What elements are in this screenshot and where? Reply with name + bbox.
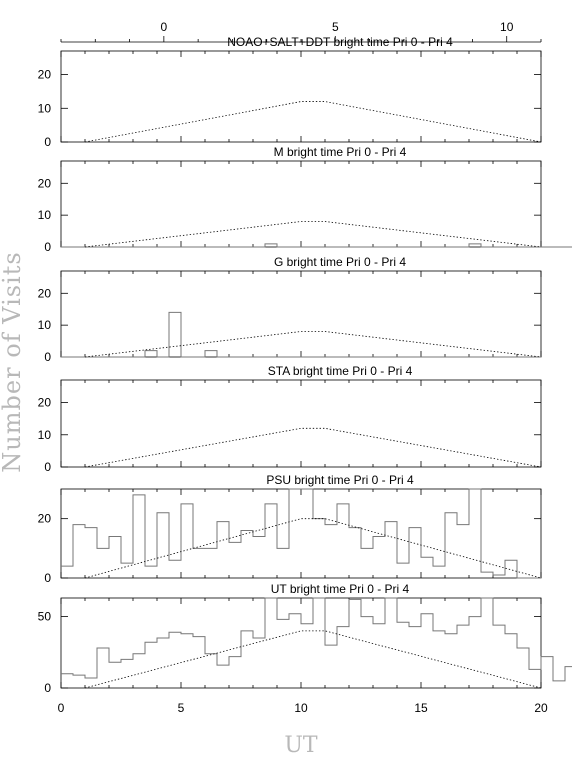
x-axis-title: UT <box>284 733 318 758</box>
y-axis-title: Number of Visits <box>0 251 26 472</box>
bottom-tick-label: 15 <box>414 701 428 715</box>
top-tick-label: 5 <box>332 20 339 34</box>
y-tick-label: 10 <box>38 428 52 442</box>
panel-5: PSU bright time Pri 0 - Pri 4 0 20 <box>38 473 542 585</box>
model-curve <box>84 518 542 579</box>
panel-frame <box>60 270 542 358</box>
model-curve <box>84 630 542 689</box>
histogram-series <box>61 243 572 248</box>
panel-title: STA bright time Pri 0 - Pri 4 <box>268 364 413 378</box>
panel-2: M bright time Pri 0 - Pri 4 0 10 20 <box>38 145 572 254</box>
panel-title: UT bright time Pri 0 - Pri 4 <box>271 582 410 596</box>
model-curve <box>84 101 542 143</box>
panel-frame <box>60 379 542 468</box>
y-tick-label: 20 <box>38 512 52 526</box>
panel-1: NOAO+SALT+DDT bright time Pri 0 - Pri 4 0… <box>38 35 542 149</box>
y-tick-label: 10 <box>38 318 52 332</box>
panel-4: STA bright time Pri 0 - Pri 4 0 10 20 <box>38 364 542 474</box>
histogram-series <box>61 311 541 358</box>
panel-title: M bright time Pri 0 - Pri 4 <box>274 145 407 159</box>
model-curve <box>84 221 542 248</box>
y-tick-label: 20 <box>38 286 52 300</box>
y-tick-label: 0 <box>44 350 51 364</box>
y-tick-label: 0 <box>44 571 51 585</box>
top-tick-label: 10 <box>500 20 514 34</box>
y-tick-label: 20 <box>38 396 52 410</box>
y-tick-label: 20 <box>38 68 52 82</box>
y-tick-label: 10 <box>38 208 52 222</box>
model-curve <box>84 427 542 468</box>
panels: NOAO+SALT+DDT bright time Pri 0 - Pri 4 0… <box>38 35 572 695</box>
panel-title: G bright time Pri 0 - Pri 4 <box>274 255 406 269</box>
bottom-axis: 0 5 10 15 20 <box>58 701 548 715</box>
bottom-tick-label: 5 <box>178 701 185 715</box>
panel-3: G bright time Pri 0 - Pri 4 0 10 20 <box>38 255 542 364</box>
panel-6: UT bright time Pri 0 - Pri 4 0 50 <box>38 582 572 695</box>
model-curve <box>84 331 542 358</box>
panel-frame <box>60 597 542 689</box>
histogram-series <box>61 597 572 682</box>
bottom-tick-label: 10 <box>294 701 308 715</box>
top-axis: 0 5 10 <box>60 20 542 43</box>
histogram-series <box>61 488 541 579</box>
top-tick-label: 0 <box>161 20 168 34</box>
panel-title: NOAO+SALT+DDT bright time Pri 0 - Pri 4 <box>227 35 453 49</box>
panel-frame <box>60 160 542 248</box>
y-tick-label: 0 <box>44 460 51 474</box>
y-tick-label: 0 <box>44 681 51 695</box>
panel-title: PSU bright time Pri 0 - Pri 4 <box>266 473 414 487</box>
y-tick-label: 0 <box>44 240 51 254</box>
y-tick-label: 0 <box>44 135 51 149</box>
y-tick-label: 20 <box>38 176 52 190</box>
y-tick-label: 50 <box>38 610 52 624</box>
bottom-tick-label: 20 <box>534 701 548 715</box>
panel-frame <box>60 50 542 143</box>
y-tick-label: 10 <box>38 101 52 115</box>
bottom-tick-label: 0 <box>58 701 65 715</box>
